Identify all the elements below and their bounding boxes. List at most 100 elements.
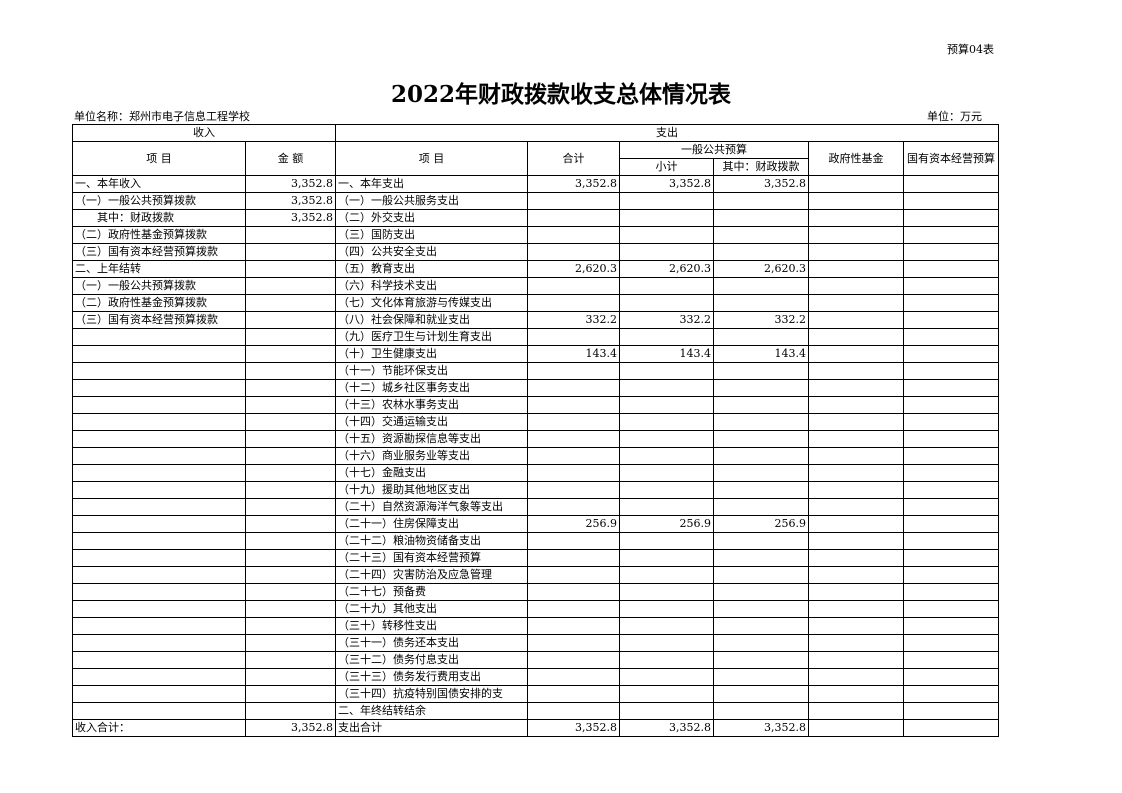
expense-item-cell: 支出合计 bbox=[335, 719, 528, 737]
expense-item-cell: （七）文化体育旅游与传媒支出 bbox=[335, 294, 528, 312]
state-capital-cell bbox=[903, 294, 999, 312]
fiscal-appropriation-cell bbox=[713, 685, 809, 703]
general-subtotal-cell bbox=[619, 634, 714, 652]
table-row: （三十一）债务还本支出 bbox=[72, 634, 999, 652]
table-row: （三十二）债务付息支出 bbox=[72, 651, 999, 669]
table-row: 其中：财政拨款 3,352.8 （二）外交支出 bbox=[72, 209, 999, 227]
income-amount-cell bbox=[245, 345, 336, 363]
table-row: （二十四）灾害防治及应急管理 bbox=[72, 566, 999, 584]
expense-total-cell bbox=[527, 430, 620, 448]
gov-fund-cell bbox=[808, 209, 904, 227]
gov-fund-cell bbox=[808, 396, 904, 414]
income-item-cell: （二）政府性基金预算拨款 bbox=[72, 294, 246, 312]
fiscal-appropriation-cell bbox=[713, 328, 809, 346]
expense-total-cell bbox=[527, 396, 620, 414]
general-subtotal-cell bbox=[619, 209, 714, 227]
fiscal-appropriation-cell bbox=[713, 651, 809, 669]
fiscal-appropriation-cell bbox=[713, 498, 809, 516]
expense-item-cell: （二十三）国有资本经营预算 bbox=[335, 549, 528, 567]
state-capital-cell bbox=[903, 175, 999, 193]
gov-fund-cell bbox=[808, 430, 904, 448]
table-row: （一）一般公共预算拨款 3,352.8 （一）一般公共服务支出 bbox=[72, 192, 999, 210]
state-capital-cell bbox=[903, 311, 999, 329]
expense-total-cell bbox=[527, 481, 620, 499]
gov-fund-cell bbox=[808, 447, 904, 465]
gov-fund-cell bbox=[808, 651, 904, 669]
fiscal-appropriation-cell bbox=[713, 209, 809, 227]
income-amount-cell bbox=[245, 362, 336, 380]
general-subtotal-cell bbox=[619, 277, 714, 295]
expense-item-cell: （十四）交通运输支出 bbox=[335, 413, 528, 431]
subtotal-header: 小计 bbox=[619, 158, 714, 176]
table-row: （十六）商业服务业等支出 bbox=[72, 447, 999, 465]
general-subtotal-cell bbox=[619, 294, 714, 312]
expense-item-cell: 一、本年支出 bbox=[335, 175, 528, 193]
state-capital-cell bbox=[903, 464, 999, 482]
state-capital-cell bbox=[903, 481, 999, 499]
general-subtotal-cell bbox=[619, 464, 714, 482]
income-amount-cell bbox=[245, 634, 336, 652]
gov-fund-cell bbox=[808, 668, 904, 686]
income-item-cell: （一）一般公共预算拨款 bbox=[72, 192, 246, 210]
expense-item-cell: （二十）自然资源海洋气象等支出 bbox=[335, 498, 528, 516]
income-item-cell: 收入合计： bbox=[72, 719, 246, 737]
income-item-cell: （三）国有资本经营预算拨款 bbox=[72, 311, 246, 329]
general-subtotal-cell bbox=[619, 396, 714, 414]
expense-total-cell bbox=[527, 532, 620, 550]
expense-total-cell bbox=[527, 566, 620, 584]
expense-total-cell bbox=[527, 634, 620, 652]
expense-item-cell: （六）科学技术支出 bbox=[335, 277, 528, 295]
gov-fund-cell bbox=[808, 600, 904, 618]
fiscal-appropriation-cell bbox=[713, 447, 809, 465]
expense-total-cell bbox=[527, 192, 620, 210]
gov-fund-cell bbox=[808, 226, 904, 244]
state-capital-cell bbox=[903, 243, 999, 261]
state-capital-cell bbox=[903, 719, 999, 737]
general-subtotal-cell: 3,352.8 bbox=[619, 719, 714, 737]
income-item-cell bbox=[72, 362, 246, 380]
fiscal-appropriation-cell: 2,620.3 bbox=[713, 260, 809, 278]
gov-fund-cell bbox=[808, 566, 904, 584]
expense-item-cell: （十七）金融支出 bbox=[335, 464, 528, 482]
income-item-cell bbox=[72, 413, 246, 431]
fiscal-appropriation-cell bbox=[713, 277, 809, 295]
gov-fund-cell bbox=[808, 175, 904, 193]
gov-fund-cell bbox=[808, 277, 904, 295]
state-capital-cell bbox=[903, 668, 999, 686]
general-subtotal-cell: 256.9 bbox=[619, 515, 714, 533]
expense-item-cell: （十）卫生健康支出 bbox=[335, 345, 528, 363]
expense-total-cell bbox=[527, 617, 620, 635]
income-amount-cell bbox=[245, 600, 336, 618]
expense-item-cell: （十三）农林水事务支出 bbox=[335, 396, 528, 414]
table-row: 二、上年结转 （五）教育支出 2,620.3 2,620.3 2,620.3 bbox=[72, 260, 999, 278]
general-subtotal-cell bbox=[619, 617, 714, 635]
general-subtotal-cell bbox=[619, 600, 714, 618]
general-subtotal-cell bbox=[619, 226, 714, 244]
income-amount-cell bbox=[245, 413, 336, 431]
expense-total-cell bbox=[527, 549, 620, 567]
state-capital-cell bbox=[903, 396, 999, 414]
expense-total-cell: 332.2 bbox=[527, 311, 620, 329]
table-row: （十四）交通运输支出 bbox=[72, 413, 999, 431]
expense-item-cell: （二）外交支出 bbox=[335, 209, 528, 227]
income-amount-cell bbox=[245, 430, 336, 448]
expense-item-cell: （二十一）住房保障支出 bbox=[335, 515, 528, 533]
income-item-cell: 一、本年收入 bbox=[72, 175, 246, 193]
gov-fund-cell bbox=[808, 617, 904, 635]
general-subtotal-cell bbox=[619, 651, 714, 669]
table-row: （三）国有资本经营预算拨款 （四）公共安全支出 bbox=[72, 243, 999, 261]
table-row: （三）国有资本经营预算拨款 （八）社会保障和就业支出 332.2 332.2 332.2 bbox=[72, 311, 999, 329]
general-subtotal-cell bbox=[619, 498, 714, 516]
income-amount-cell bbox=[245, 668, 336, 686]
income-amount-cell: 3,352.8 bbox=[245, 175, 336, 193]
income-item-cell: （一）一般公共预算拨款 bbox=[72, 277, 246, 295]
table-row: （一）一般公共预算拨款 （六）科学技术支出 bbox=[72, 277, 999, 295]
form-number: 预算04表 bbox=[947, 43, 994, 56]
fiscal-appropriation-cell bbox=[713, 294, 809, 312]
expense-total-cell bbox=[527, 328, 620, 346]
income-amount-cell bbox=[245, 651, 336, 669]
state-capital-cell bbox=[903, 447, 999, 465]
expense-item-cell: （三十一）债务还本支出 bbox=[335, 634, 528, 652]
gov-fund-cell bbox=[808, 192, 904, 210]
income-amount-cell bbox=[245, 549, 336, 567]
